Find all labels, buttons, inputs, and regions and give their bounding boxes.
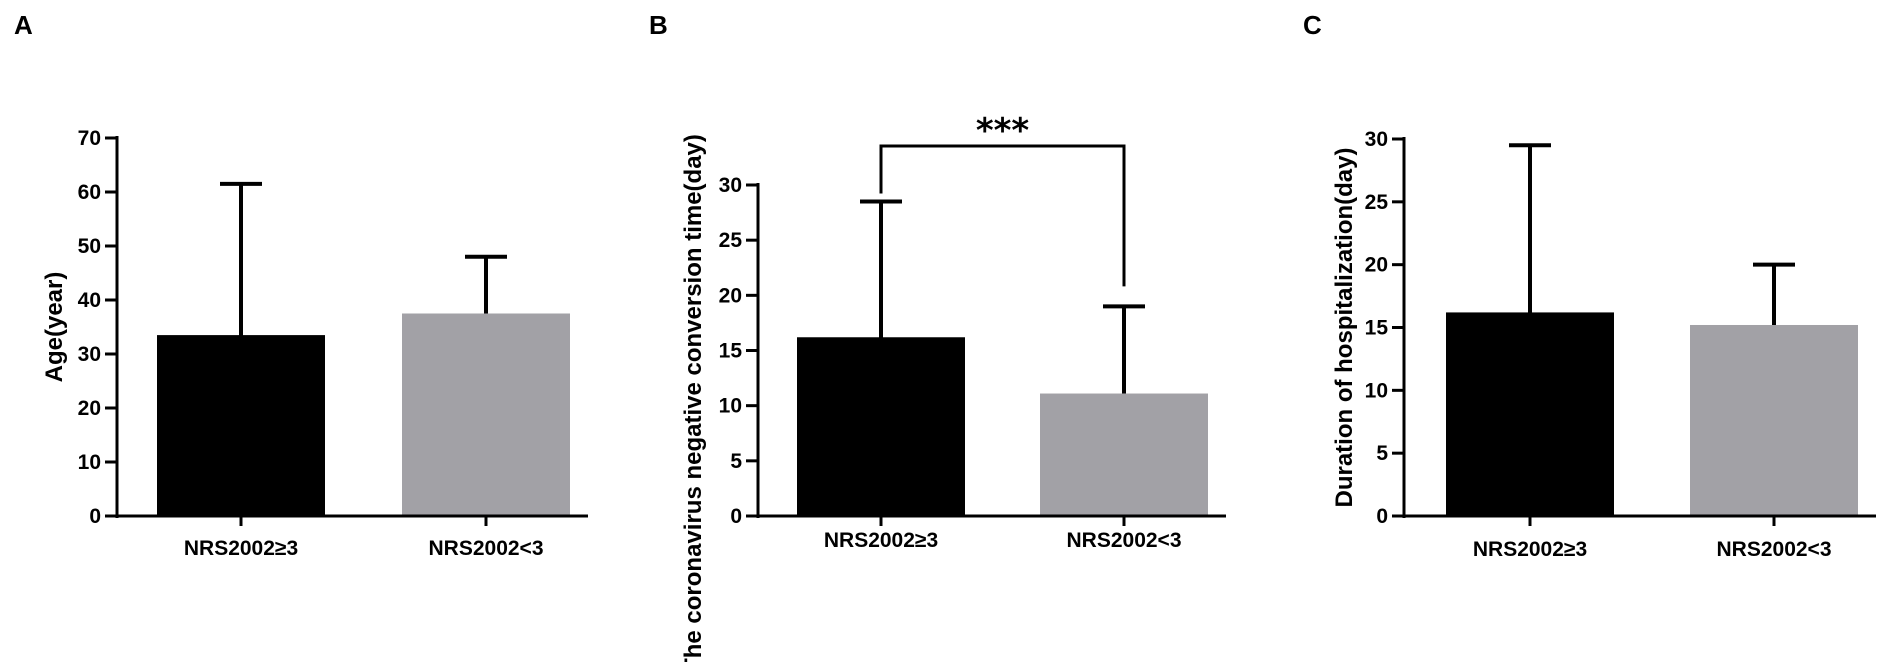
y-tick-label: 70	[78, 127, 101, 150]
y-tick-label: 30	[719, 174, 742, 197]
y-tick-label: 20	[1365, 254, 1388, 277]
panel-c: C 0 5 10 15 20 25 30 NRS2002≥3 NRS2002<3 Duration…	[1303, 10, 1876, 561]
x-category-label: NRS2002≥3	[824, 529, 938, 552]
y-tick-label: 25	[1365, 191, 1389, 214]
y-tick-label: 30	[78, 343, 101, 366]
y-tick-label: 10	[719, 395, 742, 418]
y-tick-label: 40	[78, 289, 101, 312]
y-tick-label: 50	[78, 235, 101, 258]
x-category-label: NRS2002≥3	[1473, 538, 1587, 561]
y-tick-label: 60	[78, 181, 101, 204]
x-category-label: NRS2002<3	[1067, 529, 1182, 552]
bar-nrs-low	[1040, 393, 1208, 516]
x-category-label: NRS2002<3	[1717, 538, 1832, 561]
y-tick-label: 0	[89, 505, 101, 528]
y-tick-label: 10	[1365, 379, 1388, 402]
bar-nrs-low	[1690, 324, 1858, 516]
panel-a: A 0 10 20 30 40 50 60 70 NRS2002≥3 NRS2002<3 Age(y…	[14, 10, 588, 560]
bar-nrs-low	[402, 313, 570, 516]
y-axis-title: Duration of hospitalization(day)	[1331, 148, 1358, 508]
y-tick-label: 15	[719, 340, 743, 363]
x-category-label: NRS2002<3	[429, 537, 544, 560]
y-tick-label: 0	[730, 505, 742, 528]
x-category-label: NRS2002≥3	[184, 537, 298, 560]
y-tick-label: 0	[1376, 505, 1388, 528]
y-tick-label: 20	[78, 397, 101, 420]
y-tick-label: 5	[730, 450, 742, 473]
panel-letter: C	[1303, 10, 1322, 40]
panel-letter: B	[649, 10, 668, 40]
panel-b: B 0 5 10 15 20 25 30 NRS2002≥3 NRS2002<3 The coro…	[649, 10, 1226, 662]
y-tick-label: 15	[1365, 317, 1389, 340]
y-tick-label: 25	[719, 229, 743, 252]
y-axis-title: Age(year)	[41, 272, 68, 383]
y-tick-label: 10	[78, 451, 101, 474]
y-tick-label: 30	[1365, 128, 1388, 151]
significance-label: ***	[976, 111, 1030, 151]
significance-bracket	[879, 144, 1126, 287]
y-tick-label: 20	[719, 284, 742, 307]
y-tick-label: 5	[1376, 442, 1388, 465]
panel-letter: A	[14, 10, 33, 40]
y-axis-title: The coronavirus negative conversion time…	[680, 134, 707, 662]
